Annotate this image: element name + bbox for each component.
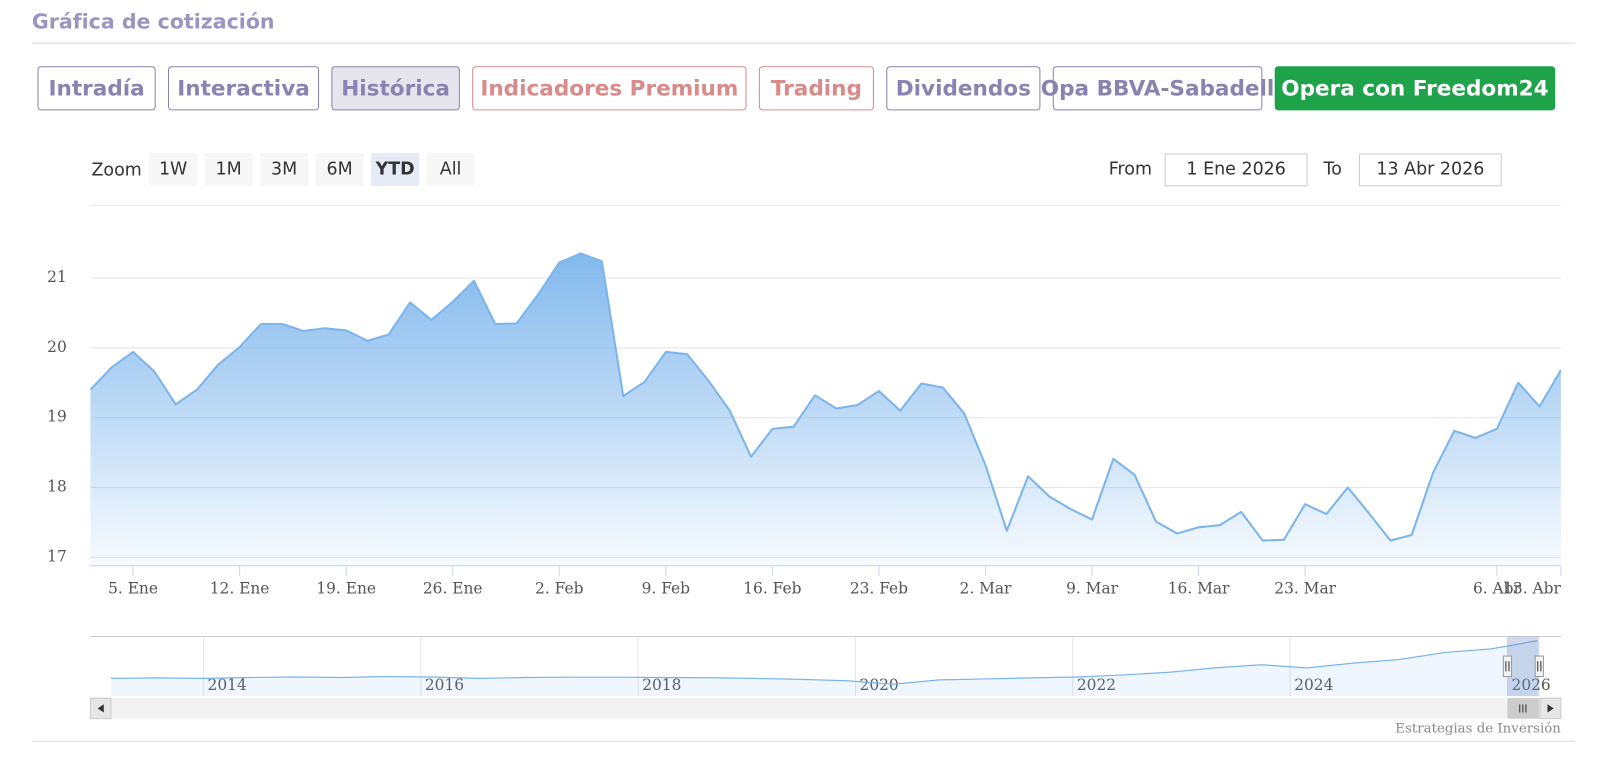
- scrollbar-track: [90, 698, 1561, 719]
- zoom-button-bg: [315, 152, 364, 186]
- x-tick-label: 9. Feb: [642, 579, 691, 597]
- tab-background: [168, 66, 320, 111]
- y-tick-label: 18: [47, 477, 67, 495]
- zoom-button[interactable]: 3M: [259, 152, 309, 186]
- zoom-button-label: 3M: [271, 159, 297, 179]
- zoom-button[interactable]: 6M: [315, 152, 364, 186]
- tab-label: Indicadores Premium: [480, 76, 738, 101]
- navigator-year-label: 2018: [642, 676, 681, 694]
- y-tick-label: 19: [47, 408, 67, 426]
- navigator-line: [110, 640, 1538, 685]
- range-to-input[interactable]: 13 Abr 2026: [1358, 153, 1502, 187]
- navigator-bg: [90, 636, 1561, 697]
- tab-label: Dividendos: [896, 76, 1031, 101]
- tab-background: [1052, 66, 1263, 111]
- x-tick-label: 5. Ene: [108, 579, 158, 597]
- navigator-selection[interactable]: [1507, 636, 1540, 697]
- zoom-button[interactable]: YTD: [370, 152, 420, 186]
- tab-background: [331, 66, 460, 111]
- price-line: [89, 252, 1562, 542]
- x-tick-label: 23. Mar: [1274, 579, 1336, 597]
- navigator-handle[interactable]: [1534, 655, 1544, 678]
- input-value: 1 Ene 2026: [1186, 159, 1285, 179]
- tab-button[interactable]: Opera con Freedom24: [1274, 66, 1556, 111]
- x-tick-label: 23. Feb: [850, 579, 908, 597]
- tab-label: Interactiva: [177, 76, 310, 101]
- x-tick-label: 13. Abr: [1503, 579, 1561, 597]
- scroll-arrow: [97, 704, 104, 713]
- range-from-input[interactable]: 1 Ene 2026: [1164, 153, 1308, 187]
- input-box: [1358, 153, 1502, 187]
- x-tick-label: 2. Mar: [960, 579, 1013, 597]
- x-tick-label: 19. Ene: [316, 579, 376, 597]
- navigator-year-label: 2022: [1077, 676, 1116, 694]
- tab-background: [758, 66, 874, 111]
- handle-body: [1534, 655, 1544, 678]
- zoom-button-bg: [259, 152, 309, 186]
- navigator-year-label: 2024: [1294, 676, 1333, 694]
- tab-background: [1274, 66, 1556, 111]
- tab-button[interactable]: Intradía: [37, 66, 156, 111]
- x-tick-label: 16. Mar: [1168, 579, 1230, 597]
- scroll-left-button[interactable]: [89, 697, 112, 720]
- tab-button[interactable]: Dividendos: [886, 66, 1041, 111]
- tab-label: Trading: [771, 76, 862, 101]
- x-tick-label: 26. Ene: [423, 579, 483, 597]
- tab-button[interactable]: Opa BBVA-Sabadell: [1041, 66, 1275, 111]
- navigator-year-label: 2014: [208, 676, 247, 694]
- y-tick-label: 17: [47, 547, 67, 565]
- zoom-button-label: 6M: [327, 159, 353, 179]
- tab-label: Opa BBVA-Sabadell: [1041, 76, 1275, 101]
- tab-label: Intradía: [48, 76, 144, 101]
- zoom-button-bg: [426, 152, 475, 186]
- handle-body: [1502, 655, 1513, 678]
- tab-label: Opera con Freedom24: [1281, 76, 1548, 101]
- tab-button[interactable]: Histórica: [331, 66, 460, 111]
- zoom-button-label: 1W: [159, 159, 187, 179]
- tab-background: [37, 66, 156, 111]
- y-tick-label: 21: [47, 268, 67, 286]
- navigator-year-label: 2026: [1512, 676, 1551, 694]
- zoom-button[interactable]: 1M: [204, 152, 253, 186]
- navigator-handle[interactable]: [1502, 655, 1513, 678]
- x-tick-label: 9. Mar: [1066, 579, 1119, 597]
- x-tick-label: 12. Ene: [210, 579, 270, 597]
- zoom-label: Zoom: [91, 160, 141, 180]
- scroll-right-button[interactable]: [1539, 697, 1562, 720]
- section-title: Gráfica de cotización: [32, 10, 275, 34]
- zoom-button[interactable]: All: [426, 152, 475, 186]
- zoom-button-label: YTD: [375, 159, 415, 179]
- tab-button[interactable]: Interactiva: [168, 66, 320, 111]
- x-tick-label: 6. Abr: [1473, 579, 1522, 597]
- zoom-button-bg: [148, 152, 198, 186]
- credits[interactable]: Estrategias de Inversión: [1395, 721, 1561, 736]
- tab-button[interactable]: Indicadores Premium: [472, 66, 747, 111]
- navigator-year-label: 2016: [425, 676, 464, 694]
- input-value: 13 Abr 2026: [1376, 159, 1484, 179]
- area-fill: [90, 253, 1561, 566]
- y-tick-label: 20: [47, 338, 67, 356]
- x-tick-label: 2. Feb: [535, 579, 584, 597]
- tab-button[interactable]: Trading: [758, 66, 874, 111]
- scroll-arrow: [1547, 704, 1554, 713]
- x-tick-label: 16. Feb: [743, 579, 801, 597]
- zoom-button-label: All: [440, 159, 462, 179]
- zoom-button-bg: [204, 152, 253, 186]
- navigator-year-label: 2020: [860, 676, 899, 694]
- tab-background: [886, 66, 1041, 111]
- tab-label: Histórica: [341, 76, 450, 101]
- zoom-button-label: 1M: [216, 159, 242, 179]
- zoom-button-bg: [370, 152, 420, 186]
- zoom-button[interactable]: 1W: [148, 152, 198, 186]
- navigator-area: [110, 640, 1538, 697]
- range-from-label: From: [1109, 159, 1152, 179]
- range-to-label: To: [1323, 159, 1342, 179]
- input-box: [1164, 153, 1308, 187]
- tab-background: [472, 66, 747, 111]
